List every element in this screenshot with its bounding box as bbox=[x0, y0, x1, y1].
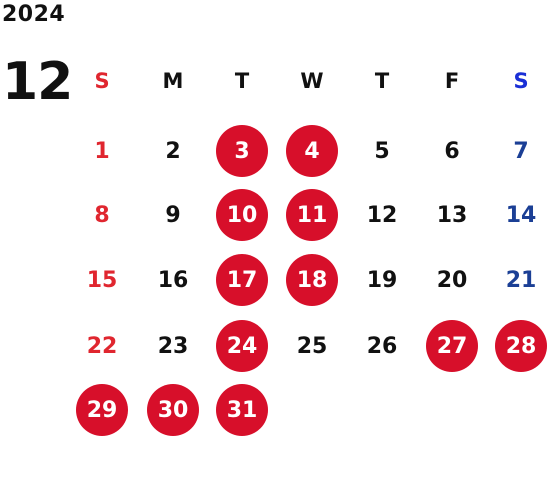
weekday-header-thu: T bbox=[374, 69, 390, 93]
weekday-header-mon: M bbox=[162, 69, 184, 93]
day-cell-31[interactable]: 31 bbox=[216, 384, 268, 436]
day-cell-29[interactable]: 29 bbox=[76, 384, 128, 436]
calendar-year: 2024 bbox=[2, 2, 66, 27]
weekday-header-sun: S bbox=[94, 69, 110, 93]
day-cell-22[interactable]: 22 bbox=[86, 333, 118, 359]
day-cell-12[interactable]: 12 bbox=[366, 202, 398, 228]
day-cell-19[interactable]: 19 bbox=[366, 267, 398, 293]
day-cell-7[interactable]: 7 bbox=[513, 138, 529, 164]
weekday-header-sat: S bbox=[513, 69, 529, 93]
day-cell-1[interactable]: 1 bbox=[94, 138, 110, 164]
day-cell-15[interactable]: 15 bbox=[86, 267, 118, 293]
day-cell-6[interactable]: 6 bbox=[444, 138, 460, 164]
day-cell-27[interactable]: 27 bbox=[426, 320, 478, 372]
day-cell-2[interactable]: 2 bbox=[165, 138, 181, 164]
day-cell-28[interactable]: 28 bbox=[495, 320, 547, 372]
day-cell-4[interactable]: 4 bbox=[286, 125, 338, 177]
day-cell-5[interactable]: 5 bbox=[374, 138, 390, 164]
calendar-month: 12 bbox=[2, 52, 73, 112]
day-cell-9[interactable]: 9 bbox=[165, 202, 181, 228]
day-cell-24[interactable]: 24 bbox=[216, 320, 268, 372]
day-cell-25[interactable]: 25 bbox=[296, 333, 328, 359]
day-cell-30[interactable]: 30 bbox=[147, 384, 199, 436]
day-cell-26[interactable]: 26 bbox=[366, 333, 398, 359]
weekday-header-tue: T bbox=[234, 69, 250, 93]
day-cell-17[interactable]: 17 bbox=[216, 254, 268, 306]
day-cell-18[interactable]: 18 bbox=[286, 254, 338, 306]
day-cell-14[interactable]: 14 bbox=[505, 202, 537, 228]
day-cell-10[interactable]: 10 bbox=[216, 189, 268, 241]
day-cell-20[interactable]: 20 bbox=[436, 267, 468, 293]
day-cell-16[interactable]: 16 bbox=[157, 267, 189, 293]
day-cell-8[interactable]: 8 bbox=[94, 202, 110, 228]
weekday-header-fri: F bbox=[444, 69, 460, 93]
weekday-header-wed: W bbox=[300, 69, 324, 93]
day-cell-21[interactable]: 21 bbox=[505, 267, 537, 293]
day-cell-11[interactable]: 11 bbox=[286, 189, 338, 241]
day-cell-23[interactable]: 23 bbox=[157, 333, 189, 359]
day-cell-3[interactable]: 3 bbox=[216, 125, 268, 177]
day-cell-13[interactable]: 13 bbox=[436, 202, 468, 228]
